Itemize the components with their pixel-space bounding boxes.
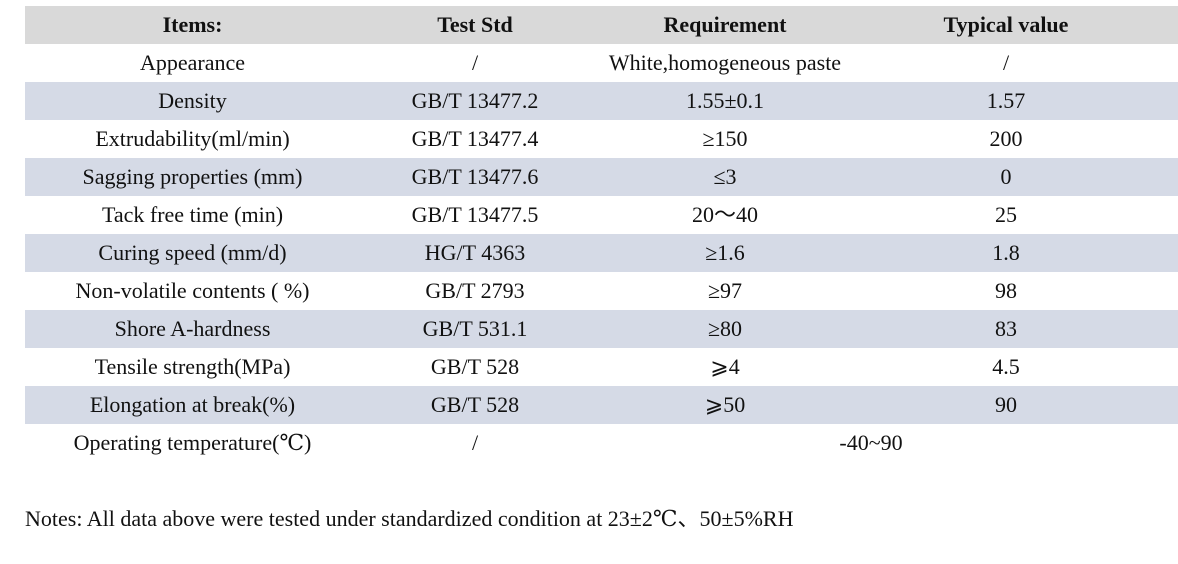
req-cell: White,homogeneous paste: [608, 50, 842, 75]
item-cell: Density: [25, 82, 360, 120]
item-cell: Shore A-hardness: [25, 310, 360, 348]
item-cell: Non-volatile contents ( %): [75, 278, 310, 303]
spec-table-container: Items: Test Std Requirement Typical valu…: [25, 6, 1178, 462]
table-row-sagging: Sagging properties (mm) GB/T 13477.6 ≤3 …: [25, 158, 1178, 196]
item-cell: Operating temperature(℃): [73, 430, 312, 455]
typical-cell: 1.57: [860, 82, 1178, 120]
table-row-elongation: Elongation at break(%) GB/T 528 ⩾50 90: [25, 386, 1178, 424]
item-cell: Elongation at break(%): [25, 386, 360, 424]
item-cell: Tack free time (min): [101, 202, 284, 227]
std-cell: GB/T 13477.4: [411, 126, 539, 151]
typical-cell: 98: [995, 278, 1017, 303]
std-cell: GB/T 528: [360, 386, 590, 424]
typical-cell: 1.8: [860, 234, 1178, 272]
req-cell: ≥150: [702, 126, 748, 151]
item-cell: Tensile strength(MPa): [94, 354, 291, 379]
typical-cell: 25: [995, 202, 1017, 227]
table-row-operating-temperature: Operating temperature(℃) / -40~90: [25, 424, 1178, 462]
typical-cell: 4.5: [992, 354, 1020, 379]
req-typical-merged-cell: -40~90: [839, 430, 903, 455]
table-row-curing-speed: Curing speed (mm/d) HG/T 4363 ≥1.6 1.8: [25, 234, 1178, 272]
table-row-shore-hardness: Shore A-hardness GB/T 531.1 ≥80 83: [25, 310, 1178, 348]
table-row-tensile-strength: Tensile strength(MPa) GB/T 528 ⩾4 4.5: [25, 348, 1178, 386]
req-cell: ≥97: [707, 278, 743, 303]
header-typical-value: Typical value: [860, 6, 1178, 44]
table-row-extrudability: Extrudability(ml/min) GB/T 13477.4 ≥150 …: [25, 120, 1178, 158]
table-header-row: Items: Test Std Requirement Typical valu…: [25, 6, 1178, 44]
std-cell: GB/T 13477.6: [360, 158, 590, 196]
req-cell: ⩾50: [590, 386, 860, 424]
req-cell: 1.55±0.1: [590, 82, 860, 120]
req-cell: ⩾4: [710, 354, 740, 379]
std-cell: GB/T 531.1: [360, 310, 590, 348]
std-cell: HG/T 4363: [360, 234, 590, 272]
table-row-tack-free-time: Tack free time (min) GB/T 13477.5 20～40 …: [25, 196, 1178, 234]
std-cell: GB/T 528: [430, 354, 520, 379]
item-cell: Appearance: [139, 50, 246, 75]
table-row-non-volatile: Non-volatile contents ( %) GB/T 2793 ≥97…: [25, 272, 1178, 310]
item-cell: Curing speed (mm/d): [25, 234, 360, 272]
table-row-density: Density GB/T 13477.2 1.55±0.1 1.57: [25, 82, 1178, 120]
std-cell: GB/T 13477.2: [360, 82, 590, 120]
header-requirement: Requirement: [590, 6, 860, 44]
typical-cell: 83: [860, 310, 1178, 348]
header-test-std: Test Std: [360, 6, 590, 44]
req-cell: 20～40: [691, 202, 758, 227]
req-cell: ≥1.6: [590, 234, 860, 272]
typical-cell: 200: [989, 126, 1023, 151]
typical-cell: 0: [860, 158, 1178, 196]
table-row-appearance: Appearance / White,homogeneous paste /: [25, 44, 1178, 82]
typical-cell: /: [1002, 50, 1010, 75]
spec-table: Items: Test Std Requirement Typical valu…: [25, 6, 1178, 462]
header-items: Items:: [25, 6, 360, 44]
std-cell: GB/T 13477.5: [411, 202, 539, 227]
req-cell: ≥80: [590, 310, 860, 348]
item-cell: Sagging properties (mm): [25, 158, 360, 196]
std-cell: GB/T 2793: [425, 278, 525, 303]
std-cell: /: [471, 430, 479, 455]
std-cell: /: [471, 50, 479, 75]
notes-text: Notes: All data above were tested under …: [25, 506, 794, 531]
typical-cell: 90: [860, 386, 1178, 424]
item-cell: Extrudability(ml/min): [95, 126, 290, 151]
req-cell: ≤3: [590, 158, 860, 196]
